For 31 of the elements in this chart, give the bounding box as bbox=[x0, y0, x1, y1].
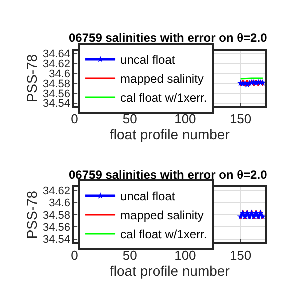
y-tick-label: 34.64 bbox=[42, 48, 71, 61]
y-tick-label: 34.62 bbox=[42, 58, 71, 70]
y-tick-label: 34.6 bbox=[49, 198, 71, 210]
y-axis-title: PSS-78 bbox=[24, 190, 40, 240]
x-axis-title: float profile number bbox=[110, 262, 230, 279]
x-tick-label: 150 bbox=[230, 248, 252, 263]
y-axis-title: PSS-78 bbox=[24, 54, 40, 103]
y-tick-label: 34.6 bbox=[49, 68, 71, 80]
y-tick-label: 34.54 bbox=[42, 234, 71, 246]
y-tick-label: 34.58 bbox=[42, 210, 71, 222]
y-tick-label: 34.54 bbox=[42, 98, 71, 110]
chart-title: 06759 salinities with error on θ=2.0 bbox=[69, 31, 268, 45]
legend-label: mapped salinity bbox=[120, 72, 204, 86]
y-tick-label: 34.62 bbox=[42, 186, 71, 198]
legend-label: uncal float bbox=[120, 53, 176, 68]
x-tick-label: 50 bbox=[122, 248, 138, 263]
legend-label: cal float w/1xerr. bbox=[120, 228, 208, 242]
x-tick-label: 0 bbox=[71, 248, 78, 263]
y-tick-label: 34.58 bbox=[42, 78, 71, 90]
legend-label: uncal float bbox=[120, 190, 176, 204]
chart-title: 06759 salinities with error on θ=2.0 bbox=[69, 168, 268, 182]
y-tick-label: 34.56 bbox=[42, 88, 71, 100]
x-tick-label: 0 bbox=[71, 111, 78, 126]
x-axis-title: float profile number bbox=[110, 126, 230, 142]
x-tick-label: 100 bbox=[174, 111, 196, 126]
x-tick-label: 150 bbox=[230, 111, 252, 126]
y-tick-label: 34.56 bbox=[42, 222, 71, 234]
legend-label: mapped salinity bbox=[120, 208, 204, 223]
legend-label: cal float w/1xerr. bbox=[120, 91, 208, 106]
x-tick-label: 100 bbox=[174, 248, 196, 263]
x-tick-label: 50 bbox=[122, 111, 138, 126]
